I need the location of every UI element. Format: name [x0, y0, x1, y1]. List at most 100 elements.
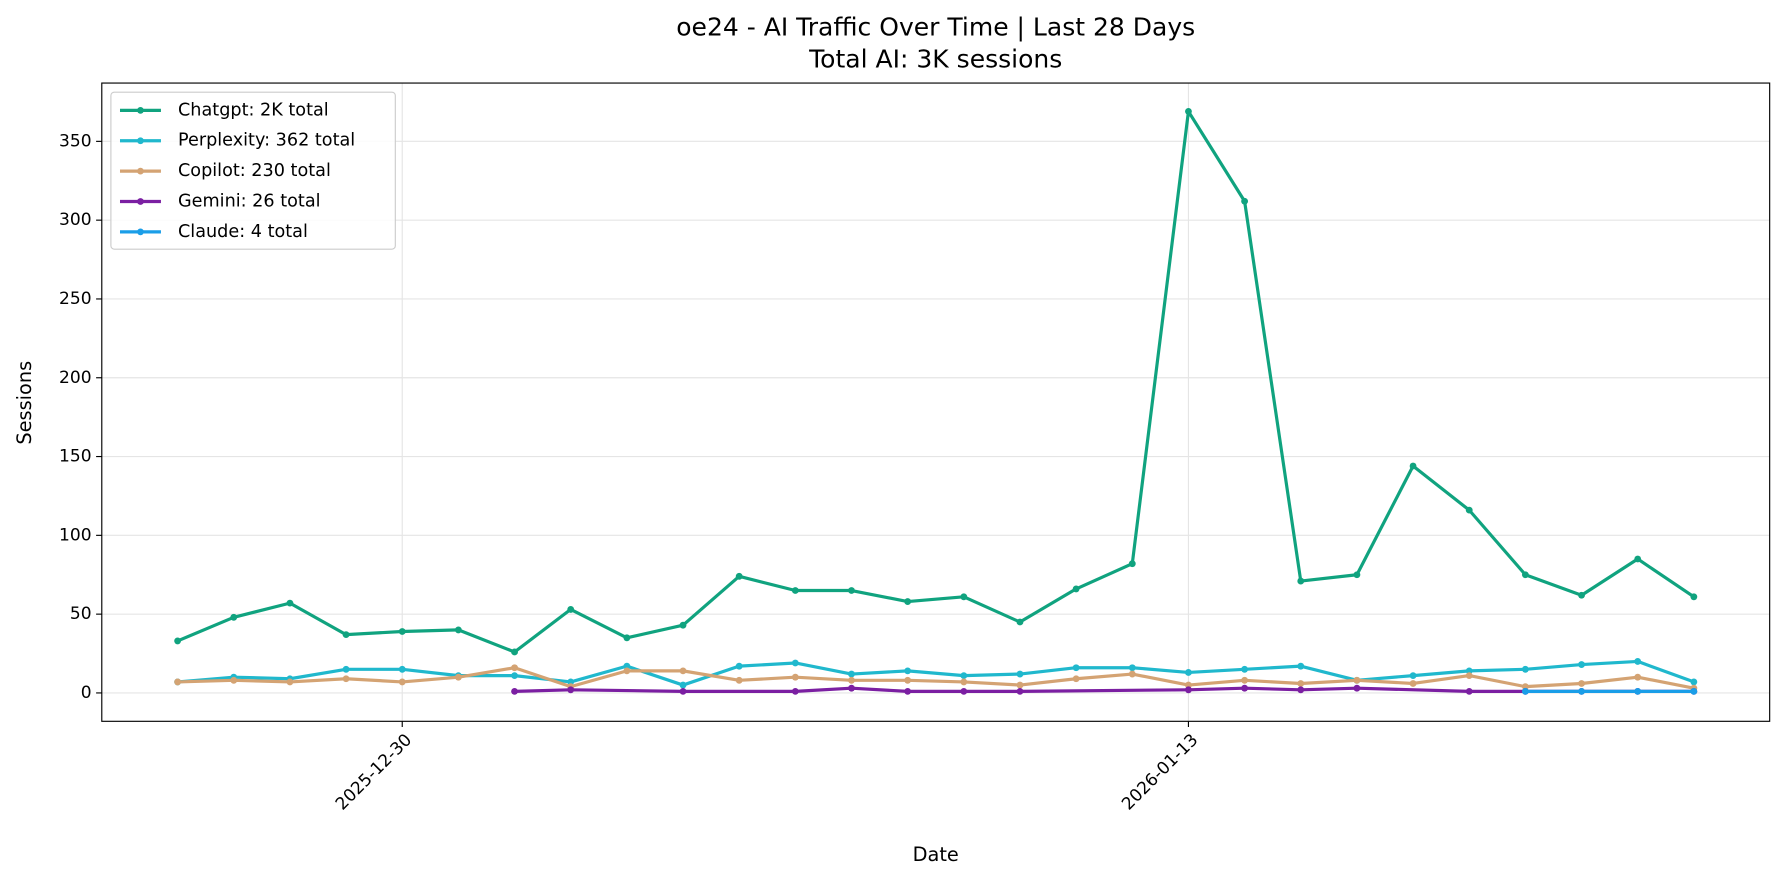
legend-marker [137, 106, 144, 114]
data-point [1353, 676, 1361, 684]
data-point [1578, 680, 1585, 687]
data-point [1016, 687, 1024, 695]
data-point [1521, 687, 1529, 695]
data-point [1409, 680, 1417, 687]
x-axis-label: Date [913, 843, 959, 866]
y-tick-label: 0 [81, 683, 92, 703]
data-point [1241, 665, 1249, 673]
data-point [230, 676, 238, 684]
data-point [1072, 585, 1080, 593]
data-point [735, 662, 743, 670]
y-tick-label: 200 [59, 368, 92, 388]
series-line [176, 109, 1695, 654]
data-point [1409, 672, 1417, 680]
data-point [1185, 686, 1192, 694]
data-point [1409, 462, 1417, 470]
data-point [1297, 686, 1305, 694]
data-point [1578, 661, 1585, 668]
data-point [960, 678, 968, 686]
plot-frame [101, 82, 1771, 722]
data-point [454, 673, 462, 681]
data-point [848, 684, 855, 692]
data-point [1578, 591, 1585, 599]
data-point [1128, 560, 1136, 568]
data-point [1016, 681, 1024, 689]
legend-label: Copilot: 230 total [178, 161, 331, 181]
data-point [1465, 687, 1473, 695]
data-point [848, 587, 855, 594]
chart-title: oe24 - AI Traffic Over Time | Last 28 Da… [676, 12, 1195, 41]
data-point [960, 593, 968, 601]
data-point [1072, 675, 1080, 683]
data-point [342, 665, 350, 673]
data-point [791, 659, 799, 667]
data-point [567, 686, 575, 694]
legend: Chatgpt: 2K total Perplexity: 362 total Co… [110, 91, 396, 250]
legend-box [110, 91, 396, 250]
data-point [1690, 678, 1698, 686]
y-tick-label: 300 [59, 210, 92, 230]
y-axis-label: Sessions [13, 361, 36, 445]
data-point [623, 662, 631, 670]
y-tick-label: 250 [59, 289, 92, 309]
legend-marker [137, 228, 144, 236]
data-point [1297, 577, 1305, 585]
data-point [567, 678, 575, 686]
data-point [904, 687, 912, 695]
legend-label: Gemini: 26 total [178, 191, 321, 211]
data-point [1353, 684, 1361, 692]
legend-label: Chatgpt: 2K total [178, 100, 329, 120]
data-point [960, 672, 968, 680]
data-point [1465, 667, 1473, 675]
data-point [679, 667, 687, 675]
data-point [1241, 684, 1249, 692]
data-point [623, 667, 631, 675]
y-tick-label: 150 [59, 447, 92, 467]
data-point [791, 687, 799, 695]
data-point [1185, 681, 1192, 689]
data-point [623, 634, 631, 642]
data-point [1521, 571, 1529, 579]
data-point [1241, 676, 1249, 684]
data-point [791, 673, 799, 681]
data-point [567, 606, 575, 613]
data-point [960, 687, 968, 695]
data-point [174, 637, 182, 645]
data-point [1634, 687, 1642, 695]
data-point [286, 599, 294, 607]
data-point [398, 628, 406, 635]
data-point [454, 626, 462, 634]
data-point [1634, 658, 1642, 665]
data-point [342, 675, 350, 683]
data-point [679, 621, 687, 629]
data-point [904, 598, 912, 605]
data-point [1128, 670, 1136, 678]
data-point [398, 665, 406, 673]
data-point [1128, 664, 1136, 672]
data-point [511, 664, 518, 672]
data-point [1690, 593, 1698, 601]
legend-marker [137, 167, 144, 175]
data-point [904, 667, 912, 675]
legend-marker [137, 198, 144, 205]
data-point [1465, 506, 1473, 514]
data-point [1016, 618, 1024, 626]
y-tick-label: 350 [59, 131, 92, 151]
data-point [1072, 664, 1080, 672]
y-tick-label: 50 [70, 604, 92, 624]
data-point [735, 676, 743, 684]
data-point [1185, 669, 1192, 676]
y-tick-label: 100 [59, 525, 92, 545]
data-point [230, 613, 238, 621]
data-point [904, 676, 912, 684]
data-point [1521, 683, 1529, 691]
legend-label: Claude: 4 total [178, 222, 308, 242]
data-point [1634, 673, 1642, 681]
data-point [1297, 680, 1305, 687]
data-point [791, 587, 799, 594]
legend-label: Perplexity: 362 total [178, 131, 355, 151]
data-point [511, 687, 518, 695]
series-line [177, 659, 1695, 687]
data-point [1241, 197, 1249, 205]
data-point [1297, 662, 1305, 670]
